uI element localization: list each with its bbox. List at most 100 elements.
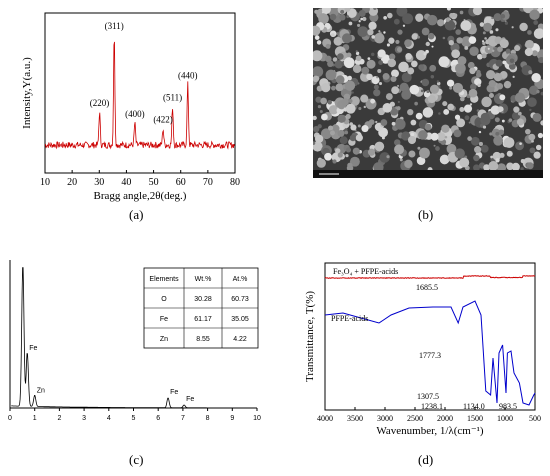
- sem-particle: [390, 76, 397, 83]
- sem-particle: [482, 41, 486, 45]
- sem-particle: [388, 37, 395, 44]
- sem-particle: [339, 136, 348, 145]
- sem-particle: [431, 45, 434, 48]
- sem-particle: [371, 35, 376, 39]
- sem-particle: [350, 124, 357, 131]
- sem-particle: [441, 124, 450, 133]
- eds-x-tick-label: 10: [253, 415, 261, 422]
- ftir-peak-annotation: 983.5: [499, 402, 517, 411]
- sem-particle: [415, 112, 423, 120]
- eds-table-cell: 35.05: [231, 316, 249, 323]
- ftir-peak-annotation: 1134.0: [463, 402, 485, 411]
- sem-particle: [515, 141, 524, 151]
- sem-particle: [520, 167, 524, 171]
- ftir-peak-annotation: 1777.3: [419, 351, 441, 360]
- sem-particle: [378, 60, 384, 66]
- sem-particle: [436, 80, 440, 83]
- sem-particle: [528, 133, 536, 141]
- sem-particle: [520, 159, 525, 164]
- sem-particle: [481, 96, 492, 108]
- sem-particle: [355, 51, 360, 56]
- sem-particle: [345, 153, 349, 158]
- sem-particle: [385, 93, 393, 101]
- sem-particle: [442, 101, 448, 107]
- eds-x-tick-label: 8: [206, 415, 210, 422]
- sem-particle: [478, 130, 482, 134]
- caption-d: (d): [418, 452, 434, 467]
- sem-particle: [321, 83, 331, 93]
- sem-particle: [409, 84, 420, 95]
- caption-a: (a): [129, 207, 144, 222]
- sem-particle: [446, 8, 451, 11]
- sem-particle: [399, 82, 409, 92]
- sem-particle: [415, 50, 427, 61]
- sem-particle: [536, 89, 540, 94]
- sem-particle: [393, 139, 401, 146]
- ftir-x-tick-label: 4000: [317, 414, 333, 423]
- sem-particle: [360, 17, 363, 21]
- sem-particle: [321, 11, 324, 14]
- sem-particle: [430, 74, 435, 79]
- sem-particle: [489, 30, 494, 34]
- sem-particle: [335, 75, 345, 84]
- sem-particle: [402, 24, 406, 27]
- eds-x-tick-label: 3: [82, 415, 86, 422]
- sem-particle: [340, 9, 345, 14]
- eds-chart: 012345678910keVFeZnFeFeElementsWt.%At.%O…: [8, 260, 261, 422]
- sem-particle: [367, 57, 371, 61]
- sem-particle: [508, 118, 513, 122]
- eds-table-header-cell: Elements: [149, 276, 179, 283]
- sem-particle: [524, 47, 533, 57]
- sem-particle: [459, 157, 470, 168]
- eds-table-header-cell: Wt.%: [195, 276, 212, 283]
- sem-particle: [444, 135, 448, 139]
- eds-table-cell: Fe: [160, 316, 168, 323]
- sem-particle: [361, 125, 369, 133]
- xrd-chart: 10 20 30 40 50 60 70 80 (220) (311) (400) (422) (511…: [21, 12, 240, 202]
- ftir-x-tick-label: 3500: [347, 414, 363, 423]
- sem-particle: [497, 46, 503, 53]
- sem-particle: [376, 76, 379, 79]
- sem-particle: [501, 119, 505, 123]
- sem-particle: [483, 22, 493, 32]
- xrd-y-axis-title: Intensity,Y(a.u.): [21, 57, 33, 129]
- sem-particle: [352, 64, 362, 74]
- sem-particle: [313, 141, 323, 152]
- sem-particle: [527, 97, 537, 108]
- sem-particle: [499, 152, 505, 158]
- sem-particle: [391, 121, 396, 126]
- sem-particle: [481, 40, 485, 43]
- sem-particle: [382, 103, 393, 113]
- sem-particle: [313, 141, 316, 145]
- sem-particle: [436, 81, 441, 86]
- xrd-series-line: [44, 41, 235, 150]
- sem-particle: [493, 13, 502, 22]
- eds-table-cell: 8.55: [196, 336, 210, 343]
- sem-particle: [318, 13, 329, 24]
- sem-particle: [355, 55, 362, 62]
- sem-particle: [336, 32, 340, 36]
- sem-particle: [529, 147, 536, 154]
- sem-particle: [335, 148, 341, 154]
- sem-particle: [337, 152, 343, 158]
- sem-particle: [313, 75, 320, 83]
- xrd-x-tick-label: 30: [94, 177, 104, 188]
- sem-particle: [449, 12, 455, 18]
- sem-particle: [491, 16, 494, 20]
- sem-particle: [401, 89, 412, 100]
- sem-particle: [468, 121, 471, 124]
- sem-particle: [319, 109, 323, 114]
- sem-particle: [383, 15, 387, 20]
- sem-particle: [469, 103, 473, 106]
- sem-particle: [368, 8, 379, 16]
- sem-particle: [468, 36, 477, 44]
- sem-particle: [401, 72, 412, 83]
- sem-particle: [339, 14, 346, 21]
- sem-particle: [417, 146, 421, 150]
- sem-particle: [411, 60, 418, 68]
- sem-particle: [525, 128, 531, 135]
- xrd-panel: 10 20 30 40 50 60 70 80 (220) (311) (400) (422) (511…: [10, 8, 250, 208]
- sem-particle: [387, 12, 393, 19]
- sem-particle: [457, 56, 467, 66]
- sem-particle: [348, 98, 353, 104]
